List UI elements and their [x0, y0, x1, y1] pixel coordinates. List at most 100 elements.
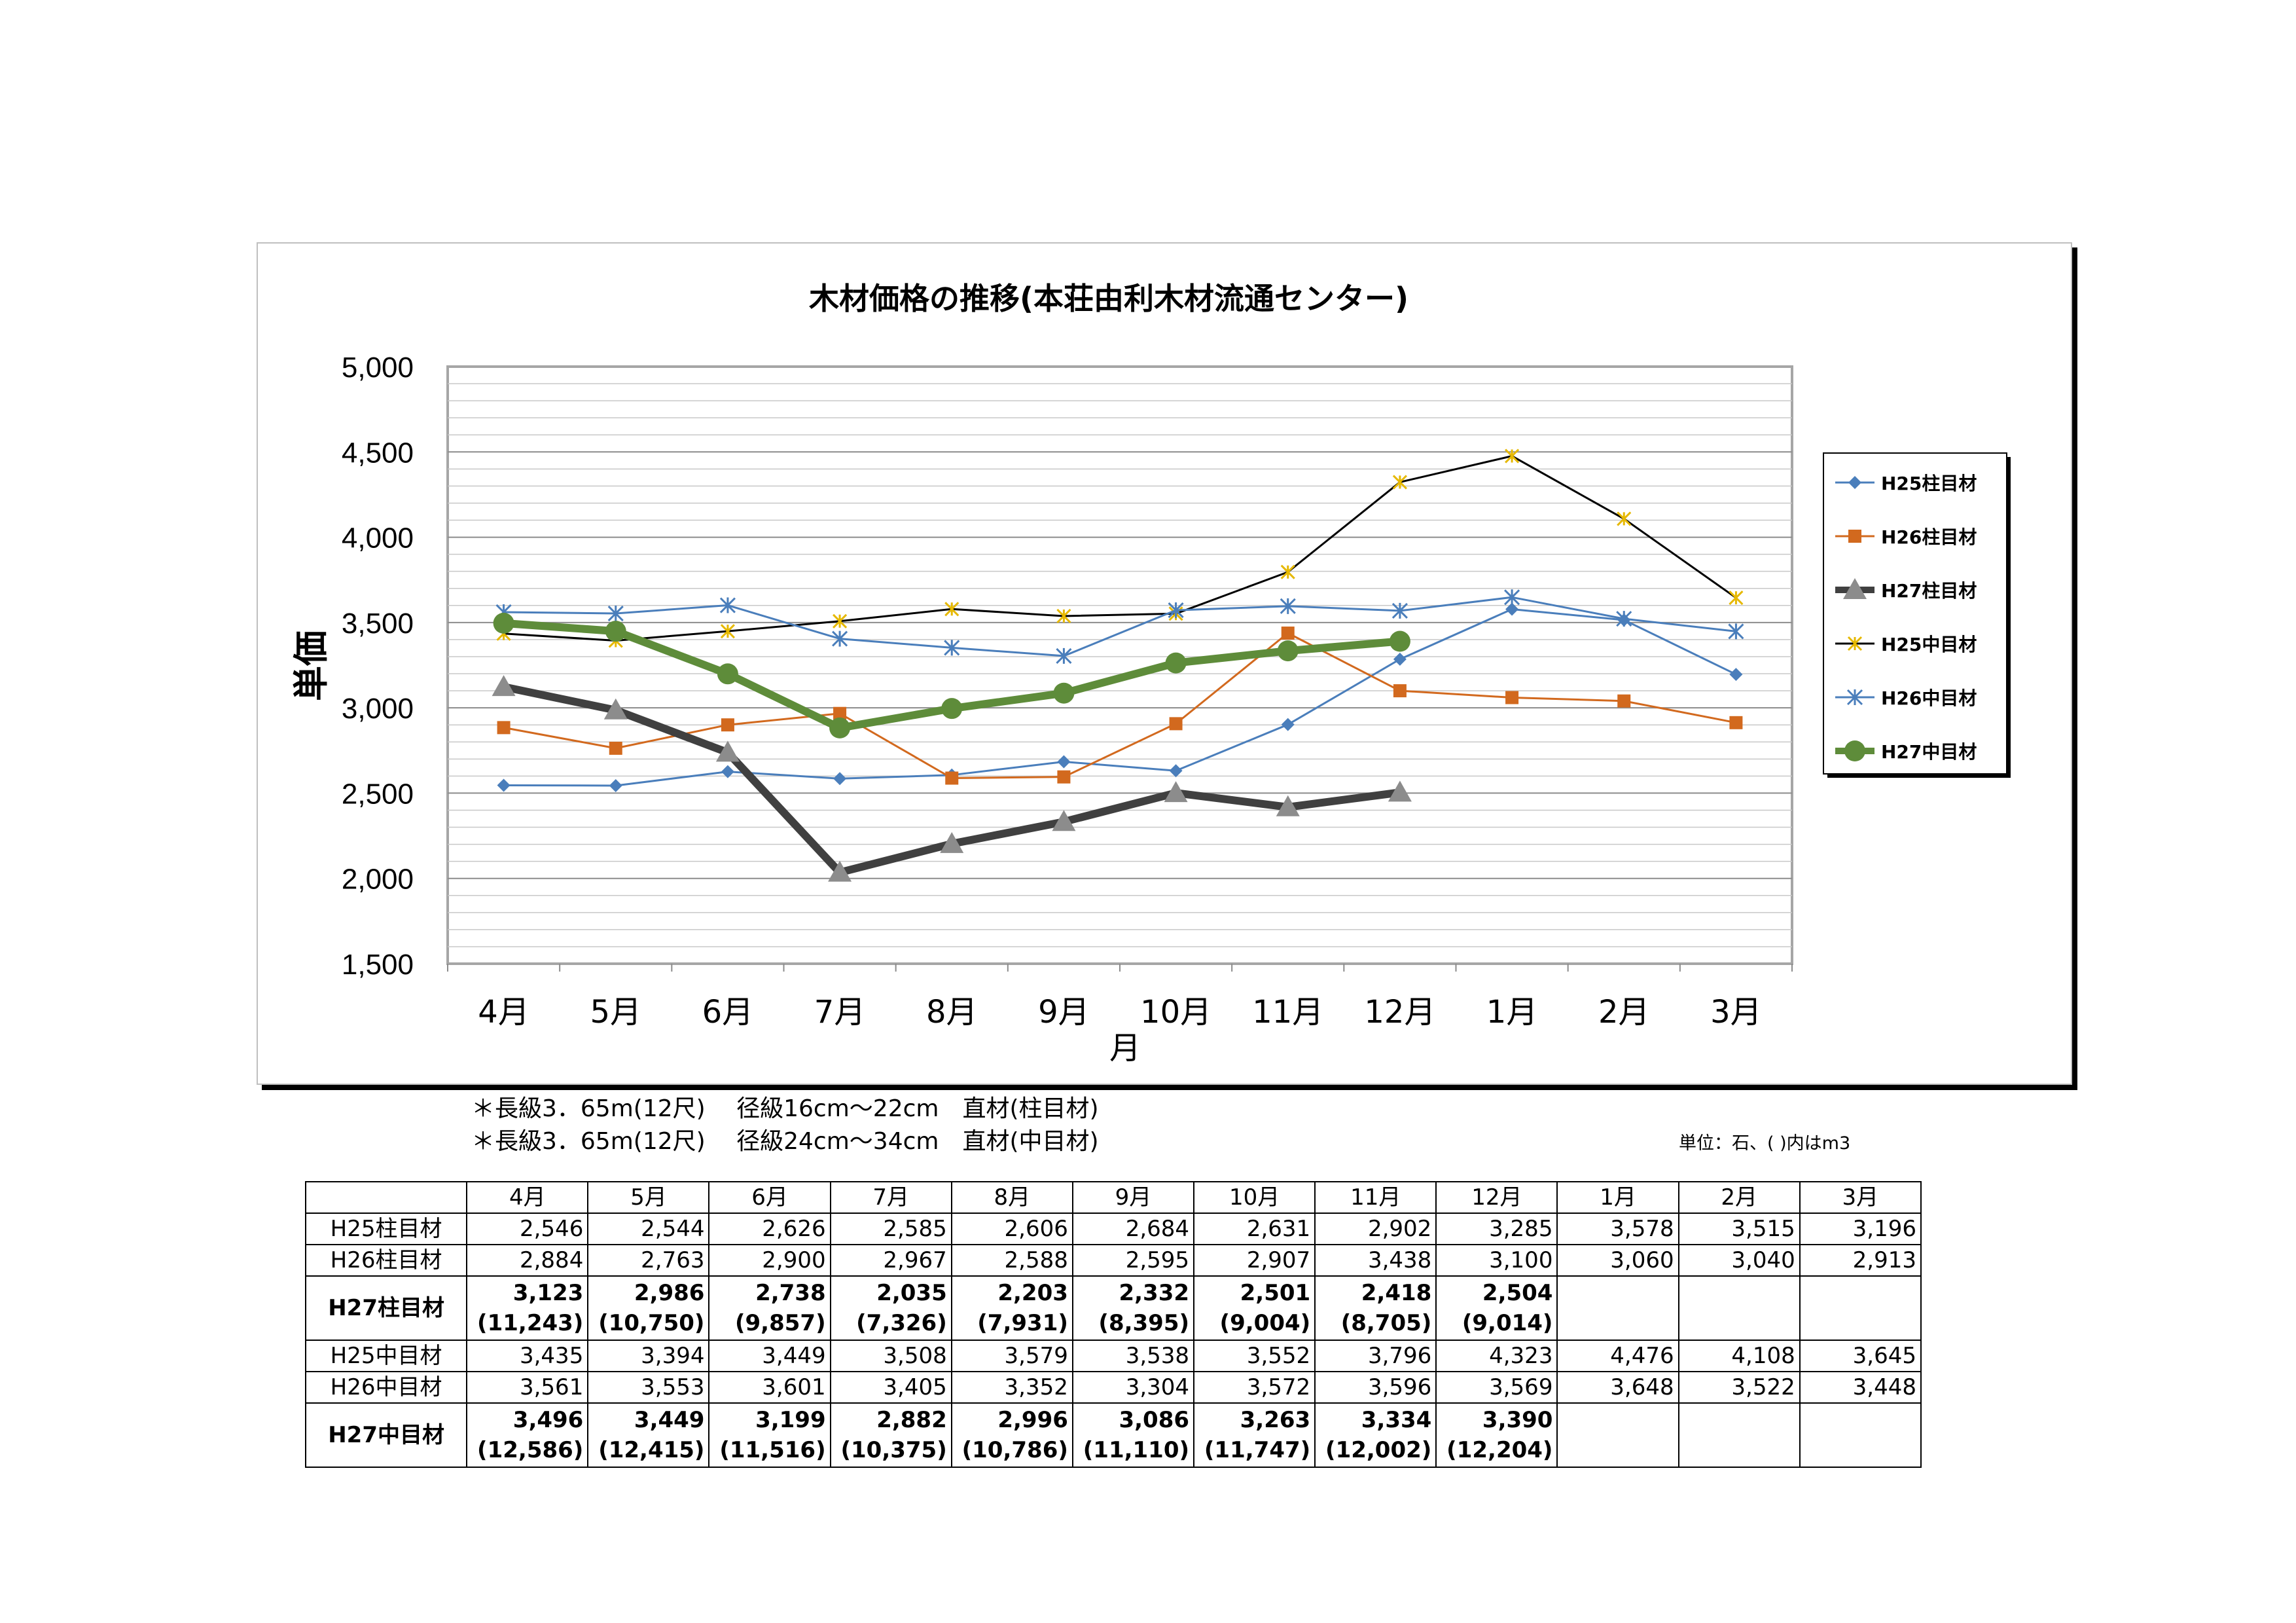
table-cell: 2,902 — [1314, 1213, 1437, 1245]
table-row-label: H26中目材 — [304, 1371, 468, 1404]
data-point-5 — [493, 612, 514, 634]
legend-box — [1823, 452, 2007, 775]
table-cell: 3,285 — [1435, 1213, 1558, 1245]
table-cell: 3,394 — [587, 1340, 710, 1372]
table-cell: 2,504 (9,014) — [1435, 1275, 1558, 1341]
table-cell: 3,561 — [466, 1371, 589, 1404]
data-point-5 — [1277, 640, 1299, 662]
data-point-3 — [1729, 591, 1744, 606]
table-cell: 3,578 — [1556, 1213, 1679, 1245]
table-cell: 2,585 — [829, 1213, 952, 1245]
data-point-1 — [1505, 691, 1519, 704]
data-point-5 — [1053, 682, 1075, 704]
table-cell: 3,060 — [1556, 1244, 1679, 1277]
table-cell: 3,596 — [1314, 1371, 1437, 1404]
table-cell: 3,522 — [1677, 1371, 1801, 1404]
x-tick-label: 10月 — [1140, 994, 1211, 1030]
table-row-label: H27柱目材 — [304, 1275, 468, 1341]
table-cell: 3,263 (11,747) — [1193, 1402, 1316, 1468]
data-point-3 — [720, 624, 735, 639]
legend-label: H26柱目材 — [1881, 526, 1977, 548]
table-cell: 3,449 — [708, 1340, 831, 1372]
table-cell: 3,334 (12,002) — [1314, 1402, 1437, 1468]
table-header-cell: 2月 — [1677, 1181, 1801, 1214]
y-axis-label: 単価 — [291, 630, 332, 701]
table-cell: 3,569 — [1435, 1371, 1558, 1404]
x-tick-label: 11月 — [1252, 994, 1323, 1030]
table-cell: 4,476 — [1556, 1340, 1679, 1372]
x-tick-label: 5月 — [590, 994, 641, 1030]
legend-marker — [1844, 740, 1865, 761]
table-cell: 3,601 — [708, 1371, 831, 1404]
table-header-row: 4月 5月 6月 7月 8月 9月 10月 11月 12月 1月 2月 3月 — [304, 1181, 1922, 1214]
table-cell: 2,913 — [1799, 1244, 1922, 1277]
series-line-0 — [503, 608, 1737, 787]
table-cell: 3,552 — [1193, 1340, 1316, 1372]
x-tick-label: 8月 — [926, 994, 978, 1030]
data-point-5 — [829, 717, 851, 739]
table-cell — [1799, 1275, 1922, 1341]
table-row-label: H25柱目材 — [304, 1213, 468, 1245]
plot-area — [446, 365, 1793, 965]
table-cell: 3,496 (12,586) — [466, 1402, 589, 1468]
table-row-label: H27中目材 — [304, 1402, 468, 1468]
series-line-1 — [503, 632, 1736, 779]
data-point-2 — [1388, 780, 1412, 802]
table-header-cell: 12月 — [1435, 1181, 1558, 1214]
table-cell — [1556, 1402, 1679, 1468]
table-cell: 3,508 — [829, 1340, 952, 1372]
data-point-3 — [1505, 448, 1520, 464]
legend-label: H27中目材 — [1881, 741, 1977, 763]
table-row-label: H25中目材 — [304, 1340, 468, 1372]
data-point-0 — [497, 778, 511, 792]
y-tick-label: 3,000 — [342, 693, 414, 725]
data-point-0 — [1169, 764, 1183, 778]
table-header-cell: 4月 — [466, 1181, 589, 1214]
table-row: H27中目材 3,496 (12,586) 3,449 (12,415) 3,199 (11… — [304, 1402, 1922, 1468]
table-cell: 3,390 (12,204) — [1435, 1402, 1558, 1468]
y-tick-label: 4,500 — [342, 437, 414, 469]
x-tick-label: 9月 — [1038, 994, 1090, 1030]
data-point-3 — [1392, 475, 1407, 490]
unit-note: 単位：石、( )内はm3 — [1679, 1133, 1851, 1154]
table-cell: 3,100 — [1435, 1244, 1558, 1277]
table-cell: 2,606 — [950, 1213, 1073, 1245]
table-header-cell: 7月 — [829, 1181, 952, 1214]
x-tick-label: 12月 — [1364, 994, 1435, 1030]
table-cell: 3,435 — [466, 1340, 589, 1372]
data-point-5 — [1165, 652, 1187, 674]
table-header-cell: 5月 — [587, 1181, 710, 1214]
data-point-1 — [1057, 770, 1071, 784]
table-cell: 3,449 (12,415) — [587, 1402, 710, 1468]
x-tick-label: 1月 — [1486, 994, 1538, 1030]
table-cell: 2,763 — [587, 1244, 710, 1277]
y-tick-label: 3,500 — [342, 608, 414, 640]
data-point-1 — [1169, 717, 1183, 731]
table-row: H25柱目材 2,546 2,544 2,626 2,585 2,606 2,684 2,63… — [304, 1213, 1922, 1245]
data-point-4 — [832, 630, 848, 647]
table-header-cell — [304, 1181, 468, 1214]
table-cell: 2,986 (10,750) — [587, 1275, 710, 1341]
data-point-4 — [1391, 602, 1408, 619]
table-cell: 3,352 — [950, 1371, 1073, 1404]
table-cell — [1799, 1402, 1922, 1468]
x-tick-label: 7月 — [814, 994, 866, 1030]
legend-marker — [1848, 476, 1861, 489]
x-tick-label: 6月 — [702, 994, 754, 1030]
data-point-4 — [1504, 589, 1520, 606]
data-point-0 — [1281, 718, 1295, 731]
table-cell: 2,595 — [1071, 1244, 1195, 1277]
table-header-cell: 11月 — [1314, 1181, 1437, 1214]
chart-title: 木材価格の推移(本荘由利木材流通センター) — [809, 281, 1408, 316]
table-cell: 3,040 — [1677, 1244, 1801, 1277]
data-point-4 — [1616, 611, 1632, 627]
x-tick-label: 3月 — [1710, 994, 1762, 1030]
legend-label: H25柱目材 — [1881, 473, 1977, 494]
note-medium-spec: ＊長級3．65m(12尺) 径級24cm～34cm 直材(中目材) — [471, 1128, 1099, 1155]
table-cell: 2,900 — [708, 1244, 831, 1277]
data-point-0 — [1057, 755, 1071, 769]
table-header-cell: 8月 — [950, 1181, 1073, 1214]
data-point-2 — [715, 740, 740, 762]
data-point-0 — [833, 772, 847, 786]
table-cell: 3,515 — [1677, 1213, 1801, 1245]
